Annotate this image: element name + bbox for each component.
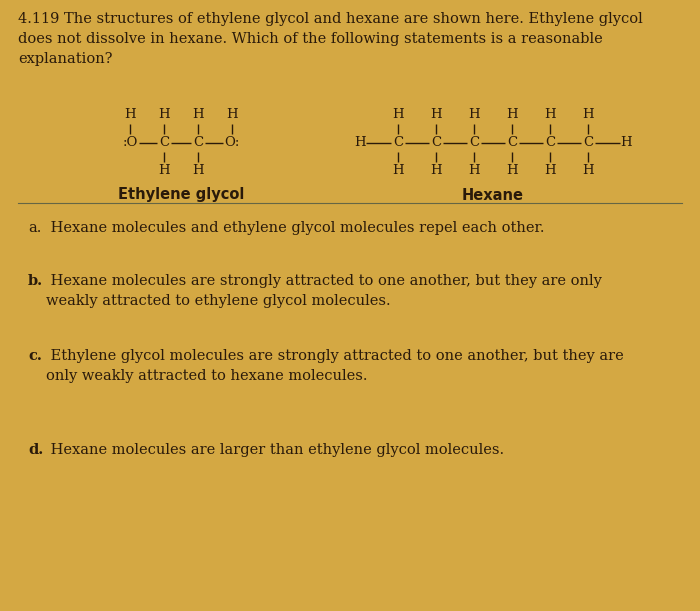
Text: C: C: [431, 136, 441, 150]
Text: H: H: [193, 109, 204, 122]
Text: Hexane molecules and ethylene glycol molecules repel each other.: Hexane molecules and ethylene glycol mol…: [46, 221, 545, 235]
Text: H: H: [544, 109, 556, 122]
Text: H: H: [354, 136, 366, 150]
Text: H: H: [158, 109, 170, 122]
Text: H: H: [620, 136, 632, 150]
Text: C: C: [545, 136, 555, 150]
Text: H: H: [506, 109, 518, 122]
Text: Hexane: Hexane: [462, 188, 524, 202]
Text: C: C: [393, 136, 403, 150]
Text: H: H: [124, 109, 136, 122]
Text: H: H: [226, 109, 238, 122]
Text: C: C: [507, 136, 517, 150]
Text: H: H: [468, 109, 480, 122]
Text: H: H: [193, 164, 204, 178]
Text: O:: O:: [224, 136, 239, 150]
Text: weakly attracted to ethylene glycol molecules.: weakly attracted to ethylene glycol mole…: [46, 294, 391, 308]
Text: H: H: [544, 164, 556, 178]
Text: C: C: [193, 136, 203, 150]
Text: H: H: [392, 164, 404, 178]
Text: C: C: [583, 136, 593, 150]
Text: Hexane molecules are larger than ethylene glycol molecules.: Hexane molecules are larger than ethylen…: [46, 443, 504, 457]
Text: b.: b.: [28, 274, 43, 288]
Text: :O: :O: [122, 136, 138, 150]
Text: Hexane molecules are strongly attracted to one another, but they are only: Hexane molecules are strongly attracted …: [46, 274, 602, 288]
Text: H: H: [158, 164, 170, 178]
Text: H: H: [582, 109, 594, 122]
Text: d.: d.: [28, 443, 43, 457]
Text: 4.119 The structures of ethylene glycol and hexane are shown here. Ethylene glyc: 4.119 The structures of ethylene glycol …: [18, 12, 643, 26]
Text: explanation?: explanation?: [18, 52, 113, 66]
Text: H: H: [506, 164, 518, 178]
Text: H: H: [392, 109, 404, 122]
Text: H: H: [430, 164, 442, 178]
Text: only weakly attracted to hexane molecules.: only weakly attracted to hexane molecule…: [46, 369, 368, 383]
Text: H: H: [468, 164, 480, 178]
Text: a.: a.: [28, 221, 41, 235]
Text: C: C: [159, 136, 169, 150]
Text: Ethylene glycol: Ethylene glycol: [118, 188, 244, 202]
Text: c.: c.: [28, 349, 42, 363]
Text: H: H: [582, 164, 594, 178]
Text: H: H: [430, 109, 442, 122]
Text: does not dissolve in hexane. Which of the following statements is a reasonable: does not dissolve in hexane. Which of th…: [18, 32, 603, 46]
Text: Ethylene glycol molecules are strongly attracted to one another, but they are: Ethylene glycol molecules are strongly a…: [46, 349, 624, 363]
Text: C: C: [469, 136, 479, 150]
